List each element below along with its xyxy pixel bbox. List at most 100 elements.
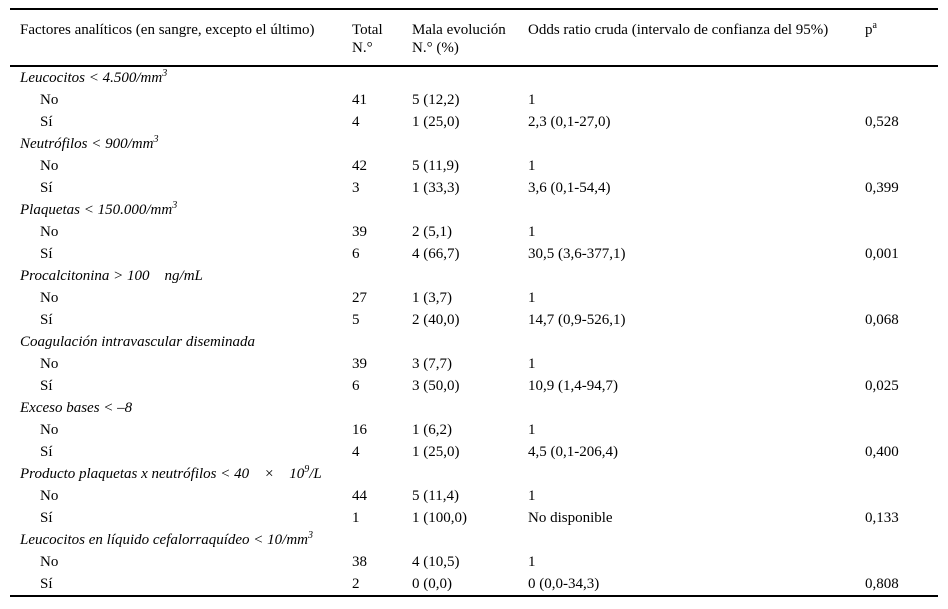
p-footnote-superscript: a xyxy=(872,20,877,31)
factor-superscript: 3 xyxy=(172,200,178,211)
table-row-si: Sí 4 1 (25,0) 2,3 (0,1-27,0) 0,528 xyxy=(10,111,938,133)
total-cell: 4 xyxy=(352,444,360,460)
table-row-no: No 41 5 (12,2) 1 xyxy=(10,89,938,111)
table-row-si: Sí 6 3 (50,0) 10,9 (1,4-94,7) 0,025 xyxy=(10,375,938,397)
factor-superscript: 3 xyxy=(162,68,168,79)
p-value-cell xyxy=(865,89,938,111)
factor-row: Coagulación intravascular diseminada xyxy=(10,331,938,353)
factor-text: Procalcitonina > 100 ng/mL xyxy=(20,268,203,284)
total-cell: 16 xyxy=(352,422,367,438)
p-value-cell xyxy=(865,353,938,375)
odds-ratio-cell: 30,5 (3,6-377,1) xyxy=(528,246,626,262)
table-row-no: No 42 5 (11,9) 1 xyxy=(10,155,938,177)
factor-superscript: 3 xyxy=(308,530,314,541)
mala-evolucion-cell: 5 (11,4) xyxy=(412,488,459,504)
p-value-cell: 0,808 xyxy=(865,576,899,592)
factor-text: Neutrófilos < 900/mm xyxy=(20,136,154,152)
col-header-mala-line2: N.° (%) xyxy=(412,40,459,56)
row-label: Sí xyxy=(40,312,53,328)
factor-text: Producto plaquetas x neutrófilos < 40 × … xyxy=(20,466,305,482)
odds-ratio-cell: 14,7 (0,9-526,1) xyxy=(528,312,626,328)
mala-evolucion-cell: 2 (5,1) xyxy=(412,224,452,240)
factor-text: Leucocitos < 4.500/mm xyxy=(20,70,163,86)
factor-superscript: 9 xyxy=(304,464,310,475)
table-row-si: Sí 6 4 (66,7) 30,5 (3,6-377,1) 0,001 xyxy=(10,243,938,265)
table-row-no: No 27 1 (3,7) 1 xyxy=(10,287,938,309)
p-value-cell xyxy=(865,551,938,573)
mala-evolucion-cell: 5 (11,9) xyxy=(412,158,459,174)
factor-row: Producto plaquetas x neutrófilos < 40 × … xyxy=(10,463,938,485)
table-row-si: Sí 5 2 (40,0) 14,7 (0,9-526,1) 0,068 xyxy=(10,309,938,331)
mala-evolucion-cell: 2 (40,0) xyxy=(412,312,460,328)
total-cell: 1 xyxy=(352,510,360,526)
odds-ratio-cell: 10,9 (1,4-94,7) xyxy=(528,378,618,394)
odds-ratio-cell: 1 xyxy=(528,92,536,108)
p-label: p xyxy=(865,22,873,38)
mala-evolucion-cell: 3 (50,0) xyxy=(412,378,460,394)
odds-ratio-cell: 1 xyxy=(528,554,536,570)
row-label: Sí xyxy=(40,576,53,592)
factor-text: Coagulación intravascular diseminada xyxy=(20,334,255,350)
factor-name: Neutrófilos < 900/mm3 xyxy=(10,133,938,155)
mala-evolucion-cell: 1 (25,0) xyxy=(412,114,460,130)
factor-text: Plaquetas < 150.000/mm xyxy=(20,202,173,218)
mala-evolucion-cell: 1 (3,7) xyxy=(412,290,452,306)
table-row-si: Sí 3 1 (33,3) 3,6 (0,1-54,4) 0,399 xyxy=(10,177,938,199)
factor-name: Leucocitos < 4.500/mm3 xyxy=(10,66,938,89)
row-label: Sí xyxy=(40,246,53,262)
col-header-total-line2: N.° xyxy=(352,40,373,56)
p-value-cell: 0,025 xyxy=(865,378,899,394)
col-header-total: Total N.° xyxy=(352,9,412,67)
p-value-cell: 0,399 xyxy=(865,180,899,196)
row-label: No xyxy=(40,224,59,240)
factor-name: Plaquetas < 150.000/mm3 xyxy=(10,199,938,221)
row-label: Sí xyxy=(40,444,53,460)
total-cell: 5 xyxy=(352,312,360,328)
table-row-no: No 39 3 (7,7) 1 xyxy=(10,353,938,375)
results-table: Factores analíticos (en sangre, excepto … xyxy=(10,8,938,597)
table-row-si: Sí 1 1 (100,0) No disponible 0,133 xyxy=(10,507,938,529)
total-cell: 6 xyxy=(352,246,360,262)
col-header-mala-evolucion: Mala evolución N.° (%) xyxy=(412,9,528,67)
row-label: No xyxy=(40,422,59,438)
factor-row: Exceso bases < –8 xyxy=(10,397,938,419)
row-label: No xyxy=(40,92,59,108)
mala-evolucion-cell: 4 (10,5) xyxy=(412,554,460,570)
col-header-total-line1: Total xyxy=(352,22,383,38)
p-value-cell: 0,528 xyxy=(865,114,899,130)
table-row-no: No 38 4 (10,5) 1 xyxy=(10,551,938,573)
odds-ratio-cell: No disponible xyxy=(528,510,613,526)
factor-name: Procalcitonina > 100 ng/mL xyxy=(10,265,938,287)
factor-name: Producto plaquetas x neutrófilos < 40 × … xyxy=(10,463,938,485)
factor-row: Neutrófilos < 900/mm3 xyxy=(10,133,938,155)
header-row: Factores analíticos (en sangre, excepto … xyxy=(10,9,938,67)
factor-name: Exceso bases < –8 xyxy=(10,397,938,419)
table-header: Factores analíticos (en sangre, excepto … xyxy=(10,9,938,67)
total-cell: 42 xyxy=(352,158,367,174)
total-cell: 3 xyxy=(352,180,360,196)
mala-evolucion-cell: 1 (33,3) xyxy=(412,180,460,196)
total-cell: 38 xyxy=(352,554,367,570)
odds-ratio-cell: 1 xyxy=(528,224,536,240)
col-header-mala-line1: Mala evolución xyxy=(412,22,506,38)
total-cell: 4 xyxy=(352,114,360,130)
odds-ratio-cell: 0 (0,0-34,3) xyxy=(528,576,600,592)
row-label: Sí xyxy=(40,510,53,526)
mala-evolucion-cell: 4 (66,7) xyxy=(412,246,460,262)
total-cell: 6 xyxy=(352,378,360,394)
col-header-p: pa xyxy=(865,9,938,67)
mala-evolucion-cell: 0 (0,0) xyxy=(412,576,452,592)
col-header-factores: Factores analíticos (en sangre, excepto … xyxy=(10,9,352,67)
factor-text-post: /L xyxy=(309,466,322,482)
total-cell: 41 xyxy=(352,92,367,108)
total-cell: 39 xyxy=(352,224,367,240)
p-value-cell xyxy=(865,419,938,441)
factor-row: Procalcitonina > 100 ng/mL xyxy=(10,265,938,287)
odds-ratio-cell: 1 xyxy=(528,158,536,174)
odds-ratio-cell: 1 xyxy=(528,488,536,504)
total-cell: 2 xyxy=(352,576,360,592)
p-value-cell: 0,001 xyxy=(865,246,899,262)
odds-ratio-cell: 1 xyxy=(528,356,536,372)
odds-ratio-cell: 1 xyxy=(528,422,536,438)
